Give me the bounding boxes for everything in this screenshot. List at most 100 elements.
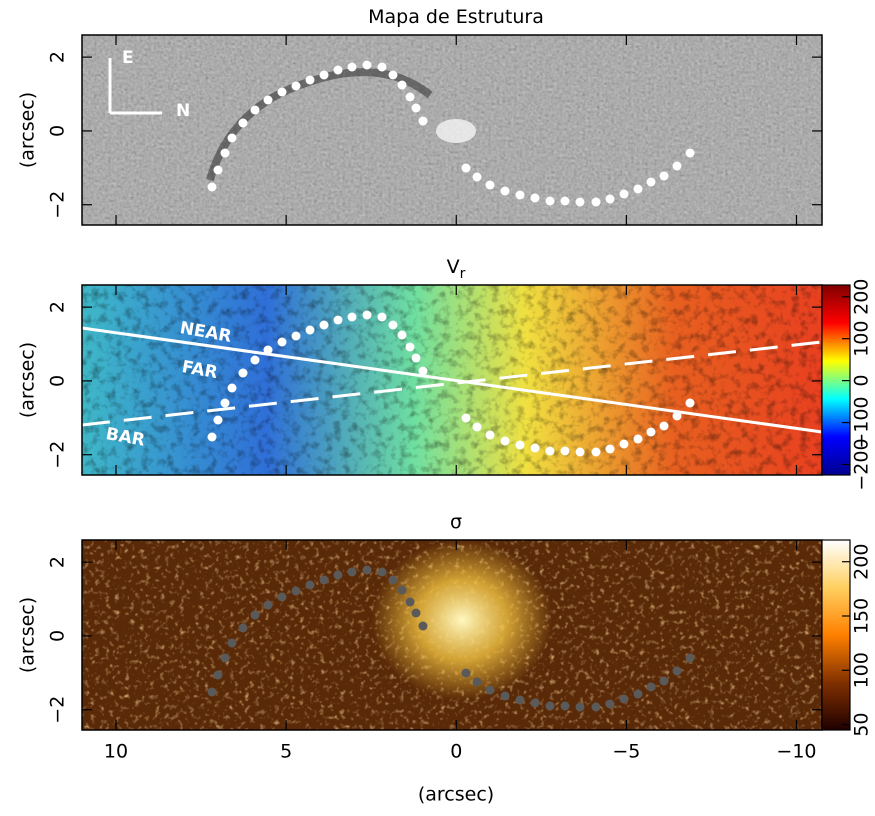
title-text: σ <box>450 511 462 533</box>
arm-dot <box>250 610 260 620</box>
arm-dot <box>347 62 357 72</box>
arm-dot <box>530 698 540 708</box>
arm-dot <box>405 597 415 607</box>
arm-dot <box>250 355 260 365</box>
y-tick-label: 0 <box>47 630 69 642</box>
arm-dot <box>220 148 230 158</box>
arm-dot <box>377 312 387 322</box>
arm-dot <box>220 398 230 408</box>
arm-dot <box>685 398 695 408</box>
arm-dot <box>591 702 601 712</box>
colorbar-tick-label: 150 <box>851 598 873 634</box>
annotation: E <box>122 48 134 68</box>
arm-dot <box>213 165 223 175</box>
colorbar <box>821 539 851 731</box>
arm-dot <box>277 337 287 347</box>
arm-dot <box>472 422 482 432</box>
arm-dot <box>472 172 482 182</box>
arm-dot <box>411 103 421 113</box>
arm-dot <box>575 702 585 712</box>
arm-dot <box>418 366 428 376</box>
arm-dot <box>220 653 230 663</box>
title-text: Mapa de Estrutura <box>368 6 544 28</box>
x-axis-label: (arcsec) <box>418 784 494 806</box>
panel-1-image <box>82 35 822 225</box>
arm-dot <box>238 623 248 633</box>
arm-dot <box>500 436 510 446</box>
arm-dot <box>659 171 669 181</box>
arm-dot <box>411 353 421 363</box>
arm-dot <box>250 105 260 115</box>
arm-dot <box>347 312 357 322</box>
arm-dot <box>619 694 629 704</box>
y-axis-label: (arcsec) <box>17 597 39 673</box>
arm-dot <box>362 310 372 320</box>
arm-dot <box>485 180 495 190</box>
arm-dot <box>347 567 357 577</box>
arm-dot <box>397 330 407 340</box>
arm-dot <box>305 75 315 85</box>
x-tick-label: 10 <box>104 741 128 763</box>
arm-dot <box>305 325 315 335</box>
y-tick-label: 2 <box>47 556 69 568</box>
panel-2-image <box>81 285 823 475</box>
arm-dot <box>472 677 482 687</box>
arm-dot <box>461 668 471 678</box>
arm-dot <box>333 570 343 580</box>
arm-dot <box>515 440 525 450</box>
arm-dot <box>377 62 387 72</box>
arm-dot <box>659 676 669 686</box>
x-tick-label: −10 <box>776 741 816 763</box>
arm-dot <box>263 600 273 610</box>
arm-dot <box>397 585 407 595</box>
arm-dot <box>213 415 223 425</box>
arm-dot <box>646 682 656 692</box>
arm-dot <box>319 575 329 585</box>
arm-dot <box>227 638 237 648</box>
colorbar <box>821 284 851 476</box>
y-tick-label: 0 <box>47 125 69 137</box>
y-axis-label: (arcsec) <box>17 342 39 418</box>
arm-dot <box>515 695 525 705</box>
arm-dot <box>545 446 555 456</box>
colorbar-tick-label: −200 <box>851 438 873 490</box>
arm-dot <box>575 197 585 207</box>
arm-dot <box>418 621 428 631</box>
y-tick-label: −2 <box>47 696 69 724</box>
arm-dot <box>405 342 415 352</box>
arm-dot <box>388 70 398 80</box>
arm-dot <box>333 315 343 325</box>
arm-dot <box>605 444 615 454</box>
arm-dot <box>560 701 570 711</box>
y-axis-label: (arcsec) <box>17 92 39 168</box>
colorbar-tick-label: −100 <box>851 396 873 448</box>
arm-dot <box>418 116 428 126</box>
arm-dot <box>319 70 329 80</box>
colorbar-tick-label: 0 <box>851 375 873 387</box>
arm-dot <box>672 411 682 421</box>
colorbar-tick-label: 200 <box>851 544 873 580</box>
arm-dot <box>461 163 471 173</box>
arm-dot <box>605 194 615 204</box>
panel-title: σ <box>450 511 462 533</box>
arm-dot <box>277 87 287 97</box>
annotation: N <box>176 101 190 121</box>
arm-dot <box>377 567 387 577</box>
arm-dot <box>485 685 495 695</box>
panel-3-image <box>82 540 822 730</box>
arm-dot <box>207 432 217 442</box>
arm-dot <box>207 687 217 697</box>
arm-dot <box>319 320 329 330</box>
arm-dot <box>213 670 223 680</box>
arm-dot <box>291 81 301 91</box>
arm-dot <box>633 689 643 699</box>
panel-title: Vr <box>447 256 466 283</box>
arm-dot <box>238 368 248 378</box>
arm-dot <box>591 197 601 207</box>
arm-dot <box>263 345 273 355</box>
arm-dot <box>560 196 570 206</box>
arm-dot <box>605 699 615 709</box>
y-tick-label: −2 <box>47 191 69 219</box>
